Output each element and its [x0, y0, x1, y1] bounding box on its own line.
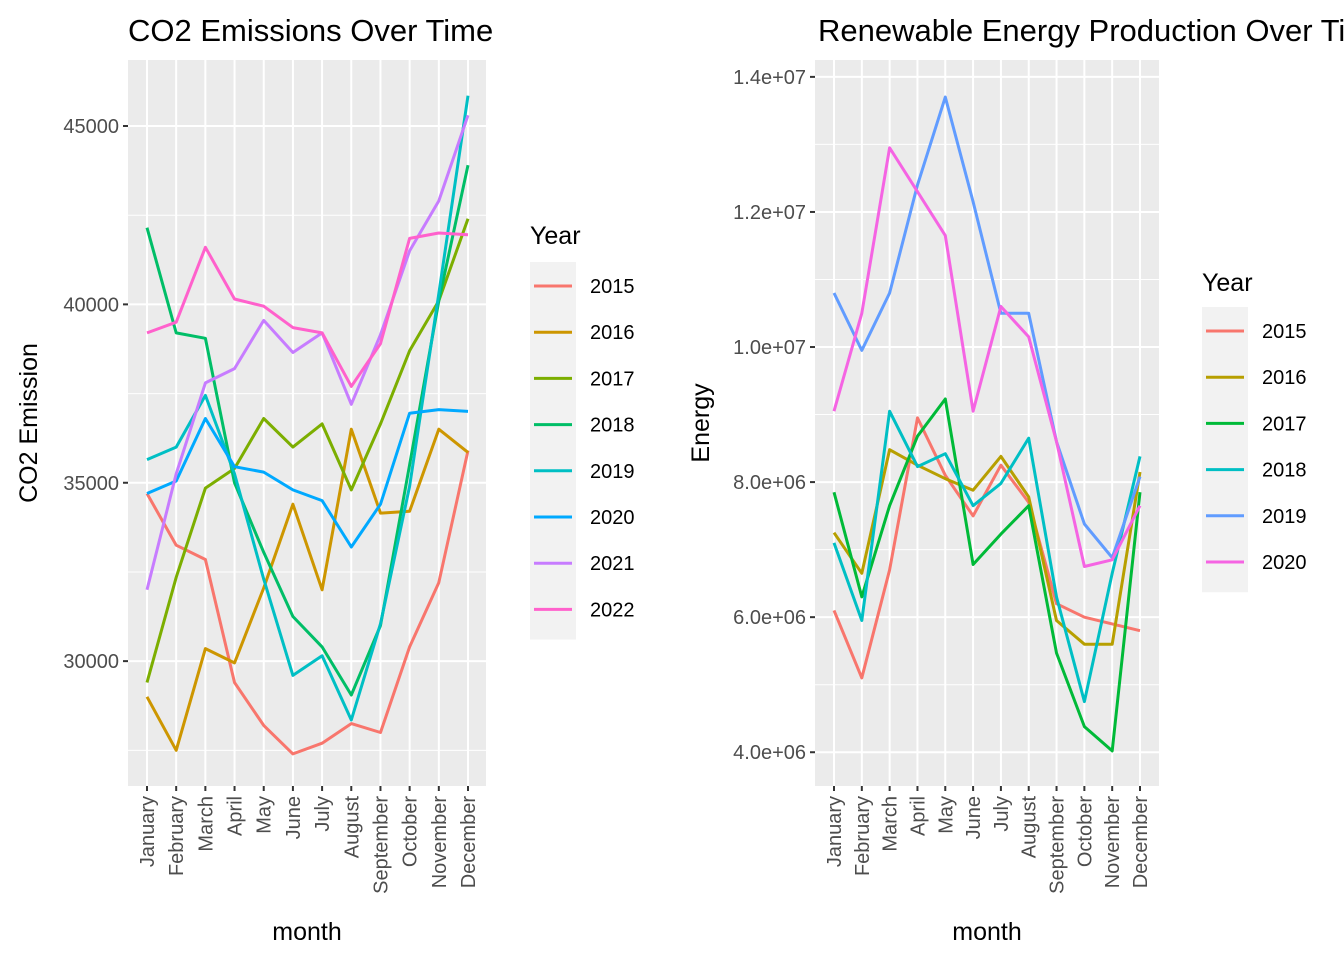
energy-series-lines [832, 95, 1142, 753]
co2-x-tick-label: July [312, 796, 334, 832]
co2-legend-title: Year [530, 222, 581, 250]
co2-x-tick-label: May [254, 796, 276, 834]
energy-legend-label: 2019 [1262, 506, 1307, 528]
energy-y-axis: 4.0e+06 6.0e+06 8.0e+06 1.0e+07 1.2e+07 1.4e+… [733, 67, 815, 764]
energy-plot-panel [815, 60, 1159, 786]
co2-x-tick-label: February [166, 796, 188, 876]
co2-series-line-2022 [146, 231, 469, 388]
co2-x-tick-label: November [429, 796, 451, 889]
energy-y-tick-label: 1.0e+07 [733, 337, 806, 359]
energy-x-tick-label: April [907, 796, 929, 836]
energy-legend-title: Year [1202, 269, 1253, 297]
energy-x-tick-label: November [1102, 796, 1124, 889]
co2-x-tick-label: September [370, 796, 392, 894]
energy-legend: Year 2015 2016 2017 2018 2019 2020 [1202, 269, 1307, 593]
energy-legend-label: 2018 [1262, 460, 1307, 482]
energy-x-tick-label: October [1074, 796, 1096, 867]
energy-series-line-2017 [832, 397, 1142, 753]
co2-legend: Year 2015 2016 2017 2018 2019 2020 2021 2022 [530, 222, 635, 640]
energy-x-axis: January February March April May June July Augu… [824, 786, 1152, 894]
co2-x-tick-label: October [400, 796, 422, 867]
co2-x-tick-label: August [341, 796, 363, 859]
co2-series-line-2020 [146, 408, 469, 549]
co2-legend-label: 2019 [590, 461, 635, 483]
co2-y-tick-label: 40000 [63, 294, 119, 316]
energy-y-tick-label: 1.2e+07 [733, 202, 806, 224]
energy-series-line-2018 [832, 409, 1142, 704]
co2-x-tick-label: June [283, 796, 305, 839]
co2-x-axis-title: month [272, 918, 341, 946]
energy-chart-title: Renewable Energy Production Over Time [818, 13, 1344, 48]
co2-legend-label: 2017 [590, 368, 635, 390]
energy-x-tick-label: February [852, 796, 874, 876]
energy-x-tick-label: May [935, 796, 957, 834]
co2-y-tick-label: 30000 [63, 651, 119, 673]
energy-y-tick-label: 8.0e+06 [733, 472, 806, 494]
co2-y-tick-label: 35000 [63, 473, 119, 495]
co2-chart-title: CO2 Emissions Over Time [128, 13, 493, 48]
energy-legend-key-background [1202, 307, 1248, 593]
co2-series-line-2019 [146, 95, 470, 722]
co2-series-line-2021 [145, 114, 470, 591]
energy-x-tick-label: December [1130, 796, 1152, 889]
co2-chart: CO2 Emissions Over Time 30000 35000 40000 4… [15, 13, 635, 946]
energy-y-tick-label: 1.4e+07 [733, 67, 806, 89]
co2-legend-label: 2015 [590, 276, 635, 298]
co2-x-tick-label: January [137, 796, 159, 867]
co2-legend-label: 2021 [590, 553, 635, 575]
co2-legend-label: 2022 [590, 599, 635, 621]
co2-series-line-2017 [145, 218, 470, 683]
co2-legend-label: 2018 [590, 415, 635, 437]
co2-series-line-2015 [145, 450, 470, 756]
energy-legend-label: 2020 [1262, 552, 1307, 574]
co2-x-tick-label: March [195, 796, 217, 852]
co2-y-axis: 30000 35000 40000 45000 [63, 116, 128, 673]
co2-series-line-2018 [145, 164, 470, 697]
co2-series-line-2016 [145, 427, 469, 752]
energy-chart: Renewable Energy Production Over Time 4.… [687, 13, 1344, 946]
energy-x-tick-label: September [1047, 796, 1069, 894]
energy-y-axis-title: Energy [687, 383, 715, 463]
energy-legend-label: 2016 [1262, 367, 1307, 389]
co2-y-tick-label: 45000 [63, 116, 119, 138]
energy-legend-label: 2017 [1262, 413, 1307, 435]
co2-legend-key-background [530, 262, 576, 640]
energy-series-line-2020 [832, 146, 1142, 568]
energy-x-tick-label: January [824, 796, 846, 867]
co2-x-tick-label: April [225, 796, 247, 836]
energy-series-line-2019 [832, 95, 1142, 560]
energy-x-tick-label: June [963, 796, 985, 839]
energy-y-tick-label: 6.0e+06 [733, 607, 806, 629]
co2-plot-panel [128, 60, 486, 786]
energy-x-axis-title: month [952, 918, 1021, 946]
energy-x-tick-label: August [1019, 796, 1041, 859]
energy-gridlines [815, 60, 1159, 786]
co2-x-axis: January February March April May June July Augu… [137, 786, 480, 894]
energy-x-tick-label: March [880, 796, 902, 852]
co2-x-tick-label: December [458, 796, 480, 889]
energy-series-line-2016 [832, 448, 1142, 646]
energy-x-tick-label: July [991, 796, 1013, 832]
co2-legend-label: 2016 [590, 322, 635, 344]
co2-y-axis-title: CO2 Emission [15, 343, 43, 503]
energy-legend-label: 2015 [1262, 321, 1307, 343]
energy-y-tick-label: 4.0e+06 [733, 742, 806, 764]
co2-legend-label: 2020 [590, 507, 635, 529]
energy-series-line-2015 [832, 416, 1141, 680]
co2-series-lines [145, 95, 470, 756]
